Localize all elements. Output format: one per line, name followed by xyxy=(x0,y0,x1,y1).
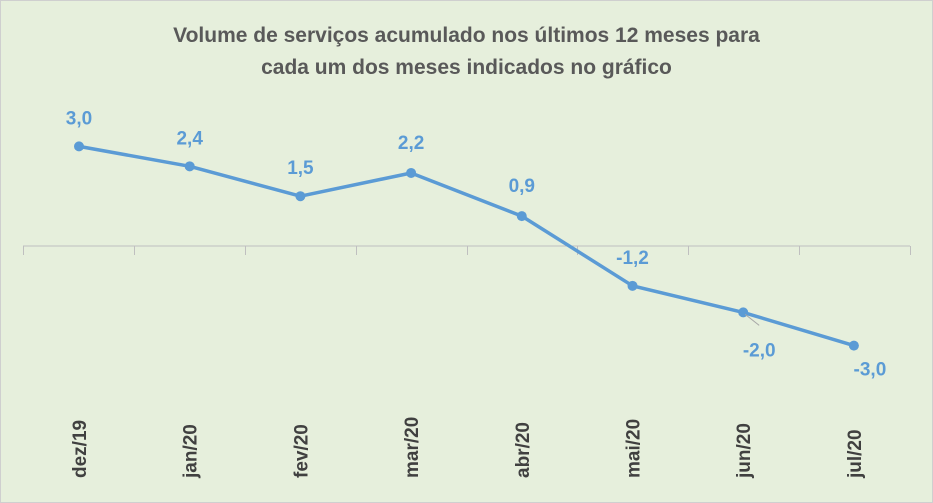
x-tick-label: jan/20 xyxy=(181,424,202,479)
x-tick-label: mai/20 xyxy=(624,419,645,478)
x-tick-label: dez/19 xyxy=(70,420,91,478)
data-point xyxy=(627,280,638,291)
data-point xyxy=(74,141,84,152)
x-tick-label: abr/20 xyxy=(513,422,534,478)
data-point xyxy=(295,191,306,202)
data-label: 0,9 xyxy=(509,176,535,197)
x-tick-label: jul/20 xyxy=(845,429,866,479)
data-point xyxy=(848,340,859,351)
x-tick-label: fev/20 xyxy=(291,424,312,478)
data-label: 3,0 xyxy=(66,108,92,129)
chart-title: Volume de serviços acumulado nos últimos… xyxy=(0,20,933,84)
data-point xyxy=(516,211,527,222)
chart-title-line-2: cada um dos meses indicados no gráfico xyxy=(261,56,672,79)
data-label: -1,2 xyxy=(616,248,649,269)
data-point xyxy=(406,167,417,178)
data-label: 2,4 xyxy=(176,128,203,149)
data-label: 2,2 xyxy=(398,133,424,154)
chart-title-line-1: Volume de serviços acumulado nos últimos… xyxy=(173,24,760,47)
data-label: -3,0 xyxy=(854,360,887,381)
series-line xyxy=(77,144,856,348)
data-label: -2,0 xyxy=(743,340,776,361)
x-tick-label: jun/20 xyxy=(734,423,755,479)
data-label-leader xyxy=(744,314,760,326)
data-point xyxy=(184,161,195,172)
data-label: 1,5 xyxy=(287,158,314,179)
x-tick-label: mar/20 xyxy=(402,417,423,478)
